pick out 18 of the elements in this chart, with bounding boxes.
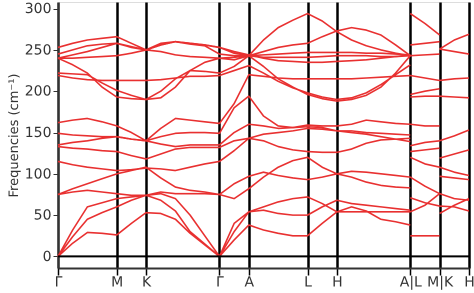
x-tick-label: H (332, 274, 343, 290)
y-tick-label: 50 (34, 208, 52, 224)
y-tick-label: 100 (24, 166, 52, 182)
x-tick-label: H (464, 274, 474, 290)
x-tick-label: A (244, 274, 255, 290)
y-tick-label: 250 (24, 42, 52, 58)
x-tick-label: Γ (216, 274, 224, 290)
y-tick-label: 0 (42, 248, 52, 265)
y-tick-label: 200 (24, 84, 52, 100)
y-tick-label: 300 (24, 1, 52, 18)
x-tick-label: M|K (427, 274, 454, 290)
x-tick-label: A|L (400, 274, 422, 290)
y-axis-title: Frequencies (cm⁻¹) (6, 73, 22, 198)
y-tick-label: 150 (24, 125, 52, 142)
x-tick-label: L (304, 274, 312, 290)
x-tick-label: M (111, 274, 124, 290)
x-tick-label: K (142, 274, 152, 290)
x-tick-label: Γ (54, 274, 63, 290)
